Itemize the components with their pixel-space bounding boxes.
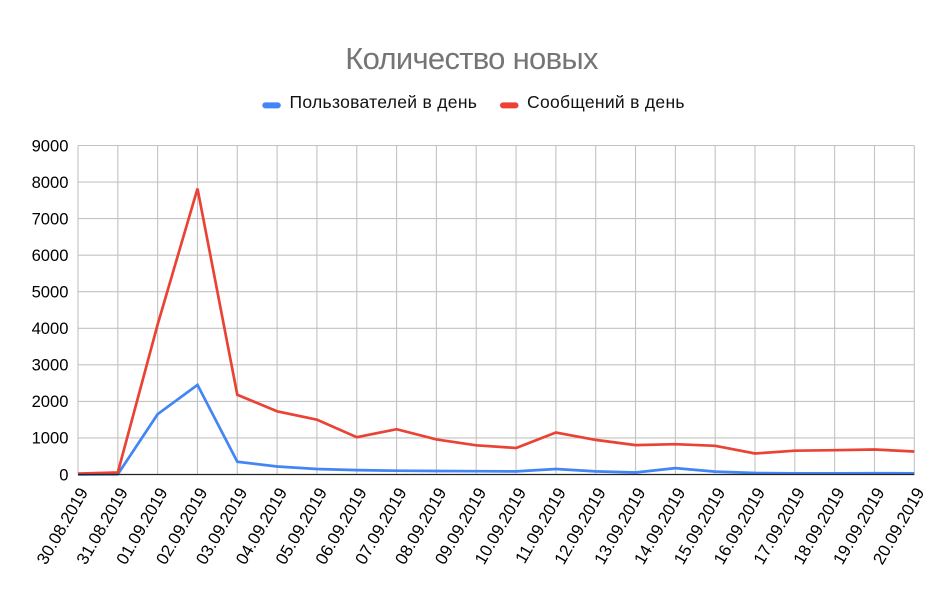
- svg-text:Пользователей в день: Пользователей в день: [290, 92, 478, 112]
- svg-text:0: 0: [59, 465, 68, 484]
- svg-text:8000: 8000: [32, 173, 69, 192]
- svg-text:3000: 3000: [32, 356, 69, 375]
- svg-text:7000: 7000: [32, 209, 69, 228]
- svg-text:9000: 9000: [32, 136, 69, 155]
- svg-text:1000: 1000: [32, 429, 69, 448]
- svg-text:2000: 2000: [32, 392, 69, 411]
- svg-text:6000: 6000: [32, 246, 69, 265]
- svg-text:4000: 4000: [32, 319, 69, 338]
- svg-text:5000: 5000: [32, 283, 69, 302]
- svg-text:Сообщений в день: Сообщений в день: [527, 92, 685, 112]
- svg-text:Количество новых: Количество новых: [345, 41, 599, 76]
